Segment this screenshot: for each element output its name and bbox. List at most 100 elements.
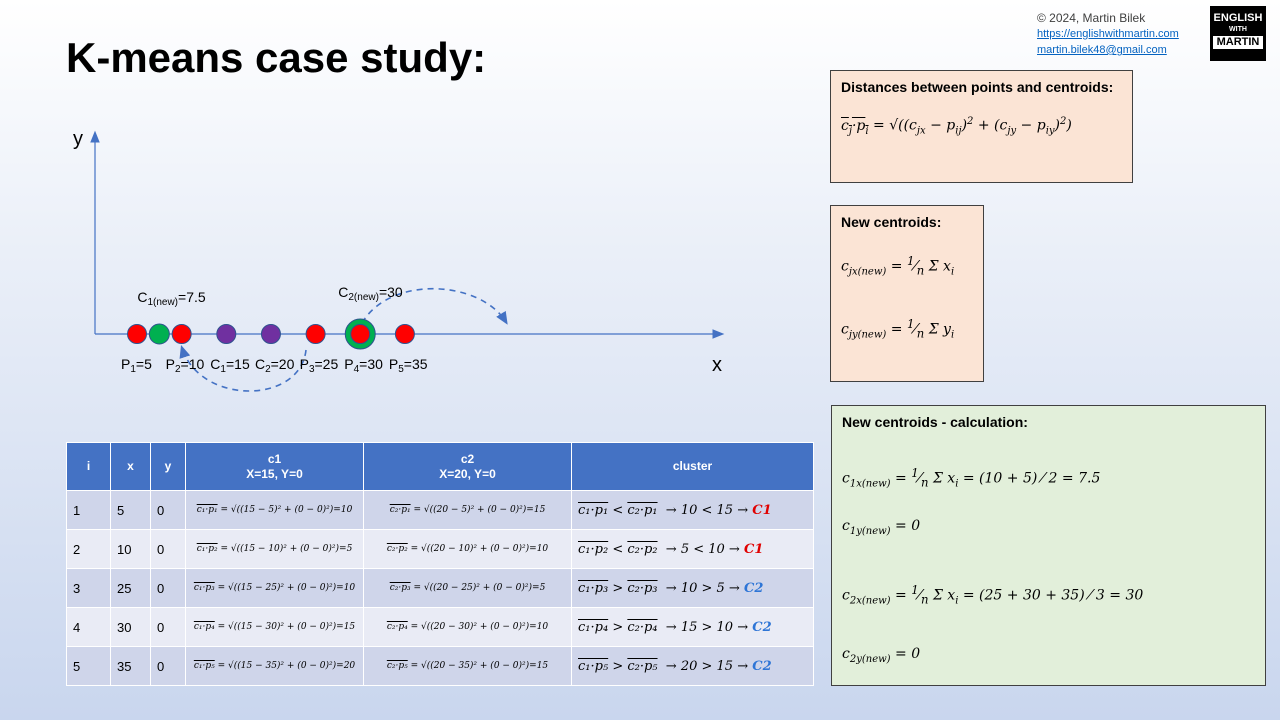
new-centroids-box: New centroids: cjx(new) = 1⁄n Σ xi cjy(n… bbox=[830, 205, 984, 382]
calculation-box: New centroids - calculation: c1x(new) = … bbox=[831, 405, 1266, 686]
comparison-sign: > bbox=[612, 658, 624, 674]
distance-table: i x y c1 X=15, Y=0 c2 X=20, Y=0 cluster … bbox=[66, 442, 814, 686]
centroid-marker bbox=[216, 324, 237, 344]
relation-text: → 15 > 10 → bbox=[665, 619, 749, 635]
email-link[interactable]: martin.bilek48@gmail.com bbox=[1037, 44, 1167, 56]
header-c1-title: c1 bbox=[267, 451, 282, 466]
cell-x: 35 bbox=[110, 646, 151, 686]
c2-distance-value: √((20 − 10)² + (0 − 0)²)=10 bbox=[421, 544, 549, 554]
header-x: x bbox=[110, 442, 151, 491]
c1-distance-value: √((15 − 30)² + (0 − 0)²)=15 bbox=[228, 622, 356, 632]
table-row: 5 35 0 c₁·p₅ = √((15 − 35)² + (0 − 0)²)=20 c… bbox=[66, 646, 814, 686]
number-line-diagram: y x P1=5 P2=10 C1=15 C2=20 P3=25 P4=30 P5=35 C1… bbox=[73, 128, 725, 392]
c2-distance-value: √((20 − 35)² + (0 − 0)²)=15 bbox=[421, 661, 549, 671]
table-row: 4 30 0 c₁·p₄ = √((15 − 30)² + (0 − 0)²)=15 c… bbox=[66, 607, 814, 647]
cluster-assignment: C1 bbox=[752, 502, 772, 518]
c1-distance-value: √((15 − 25)² + (0 − 0)²)=10 bbox=[228, 583, 356, 593]
cell-cluster: c₁·p₂ < c₂·p₂ → 5 < 10 → C1 bbox=[571, 529, 814, 569]
logo: ENGLISH WITH MARTIN bbox=[1210, 6, 1266, 61]
c1y-calc: c1y(new) = 0 bbox=[842, 518, 921, 538]
cell-x: 10 bbox=[110, 529, 151, 569]
header-cluster: cluster bbox=[571, 442, 814, 491]
cluster-assignment: C2 bbox=[752, 619, 772, 635]
c1-distance-value: √((15 − 10)² + (0 − 0)²)=5 bbox=[230, 544, 353, 554]
point-marker bbox=[305, 324, 326, 344]
move-arrow-c2 bbox=[361, 287, 508, 325]
comparison-sign: < bbox=[612, 502, 624, 518]
header-y: y bbox=[150, 442, 186, 491]
table-header-row: i x y c1 X=15, Y=0 c2 X=20, Y=0 cluster bbox=[66, 442, 814, 491]
logo-line-2: WITH bbox=[1229, 26, 1247, 33]
cluster-assignment: C2 bbox=[752, 658, 772, 674]
cell-cluster: c₁·p₁ < c₂·p₁ → 10 < 15 → C1 bbox=[571, 490, 814, 530]
header-c2: c2 X=20, Y=0 bbox=[363, 442, 572, 491]
cell-i: 1 bbox=[66, 490, 111, 530]
cell-c1-distance: c₁·p₃ = √((15 − 25)² + (0 − 0)²)=10 bbox=[185, 568, 364, 608]
point-marker bbox=[171, 324, 192, 344]
c2x-calc: c2x(new) = 1⁄n Σ xi = (25 + 30 + 35) ⁄ 3… bbox=[842, 583, 1144, 607]
cx-new-formula: cjx(new) = 1⁄n Σ xi bbox=[841, 254, 955, 278]
cell-cluster: c₁·p₅ > c₂·p₅ → 20 > 15 → C2 bbox=[571, 646, 814, 686]
distances-heading: Distances between points and centroids: bbox=[841, 79, 1114, 95]
table-row: 1 5 0 c₁·p₁ = √((15 − 5)² + (0 − 0)²)=10 c₂·… bbox=[66, 490, 814, 530]
cell-y: 0 bbox=[150, 529, 186, 569]
header-c1-sub: X=15, Y=0 bbox=[246, 466, 303, 481]
point-marker bbox=[127, 324, 147, 344]
c1-distance-value: √((15 − 5)² + (0 − 0)²)=10 bbox=[230, 505, 353, 515]
cell-c2-distance: c₂·p₁ = √((20 − 5)² + (0 − 0)²)=15 bbox=[363, 490, 572, 530]
header-c2-sub: X=20, Y=0 bbox=[439, 466, 496, 481]
comparison-sign: > bbox=[612, 619, 624, 635]
cell-i: 3 bbox=[66, 568, 111, 608]
c2y-calc: c2y(new) = 0 bbox=[842, 645, 921, 665]
comparison-sign: < bbox=[612, 541, 624, 557]
cluster-assignment: C2 bbox=[743, 580, 764, 596]
logo-line-1: ENGLISH bbox=[1213, 12, 1263, 24]
table-row: 3 25 0 c₁·p₃ = √((15 − 25)² + (0 − 0)²)=10 c… bbox=[66, 568, 814, 608]
cell-y: 0 bbox=[150, 646, 186, 686]
new-centroid-marker bbox=[148, 323, 170, 345]
cell-cluster: c₁·p₃ > c₂·p₃ → 10 > 5 → C2 bbox=[571, 568, 814, 608]
distances-box: Distances between points and centroids: … bbox=[830, 70, 1133, 183]
cell-c2-distance: c₂·p₄ = √((20 − 30)² + (0 − 0)²)=10 bbox=[363, 607, 572, 647]
new-centroid-label: C2(new)=30 bbox=[338, 284, 403, 303]
page-title: K-means case study: bbox=[66, 34, 487, 81]
move-arrow-c1 bbox=[179, 344, 307, 392]
c2-distance-value: √((20 − 30)² + (0 − 0)²)=10 bbox=[421, 622, 549, 632]
c2-distance-value: √((20 − 25)² + (0 − 0)²)=5 bbox=[423, 583, 546, 593]
cell-c1-distance: c₁·p₅ = √((15 − 35)² + (0 − 0)²)=20 bbox=[185, 646, 364, 686]
table-row: 2 10 0 c₁·p₂ = √((15 − 10)² + (0 − 0)²)=5 c₂… bbox=[66, 529, 814, 569]
cell-x: 5 bbox=[110, 490, 151, 530]
x-axis-label: x bbox=[712, 354, 722, 376]
cell-i: 4 bbox=[66, 607, 111, 647]
point-marker bbox=[394, 324, 415, 344]
point-label: P3=25 bbox=[300, 356, 339, 375]
c2-distance-value: √((20 − 5)² + (0 − 0)²)=15 bbox=[423, 505, 546, 515]
cell-y: 0 bbox=[150, 490, 186, 530]
header-c2-title: c2 bbox=[460, 451, 475, 466]
point-label: P1=5 bbox=[121, 356, 152, 375]
point-label: P5=35 bbox=[389, 356, 428, 375]
point-label: C2=20 bbox=[255, 356, 295, 375]
point-label: P2=10 bbox=[166, 356, 205, 375]
relation-text: → 5 < 10 → bbox=[665, 541, 740, 557]
new-centroid-label: C1(new)=7.5 bbox=[137, 289, 206, 308]
cell-y: 0 bbox=[150, 568, 186, 608]
cy-new-formula: cjy(new) = 1⁄n Σ yi bbox=[841, 317, 955, 341]
header-i: i bbox=[66, 442, 111, 491]
logo-line-3: MARTIN bbox=[1213, 36, 1263, 49]
cell-c2-distance: c₂·p₅ = √((20 − 35)² + (0 − 0)²)=15 bbox=[363, 646, 572, 686]
cell-x: 30 bbox=[110, 607, 151, 647]
relation-text: → 10 < 15 → bbox=[665, 502, 749, 518]
website-link[interactable]: https://englishwithmartin.com bbox=[1037, 28, 1179, 40]
cell-c1-distance: c₁·p₁ = √((15 − 5)² + (0 − 0)²)=10 bbox=[185, 490, 364, 530]
comparison-sign: > bbox=[612, 580, 624, 596]
y-axis-label: y bbox=[73, 128, 83, 150]
cell-i: 5 bbox=[66, 646, 111, 686]
c1x-calc: c1x(new) = 1⁄n Σ xi = (10 + 5) ⁄ 2 = 7.5 bbox=[842, 466, 1101, 490]
centroid-marker bbox=[260, 324, 281, 344]
cluster-assignment: C1 bbox=[743, 541, 764, 557]
cell-x: 25 bbox=[110, 568, 151, 608]
distance-formula: cj·pi = √((cjx − pij)2 + (cjy − piy)2) bbox=[841, 116, 1072, 137]
cell-c2-distance: c₂·p₃ = √((20 − 25)² + (0 − 0)²)=5 bbox=[363, 568, 572, 608]
cell-c2-distance: c₂·p₂ = √((20 − 10)² + (0 − 0)²)=10 bbox=[363, 529, 572, 569]
